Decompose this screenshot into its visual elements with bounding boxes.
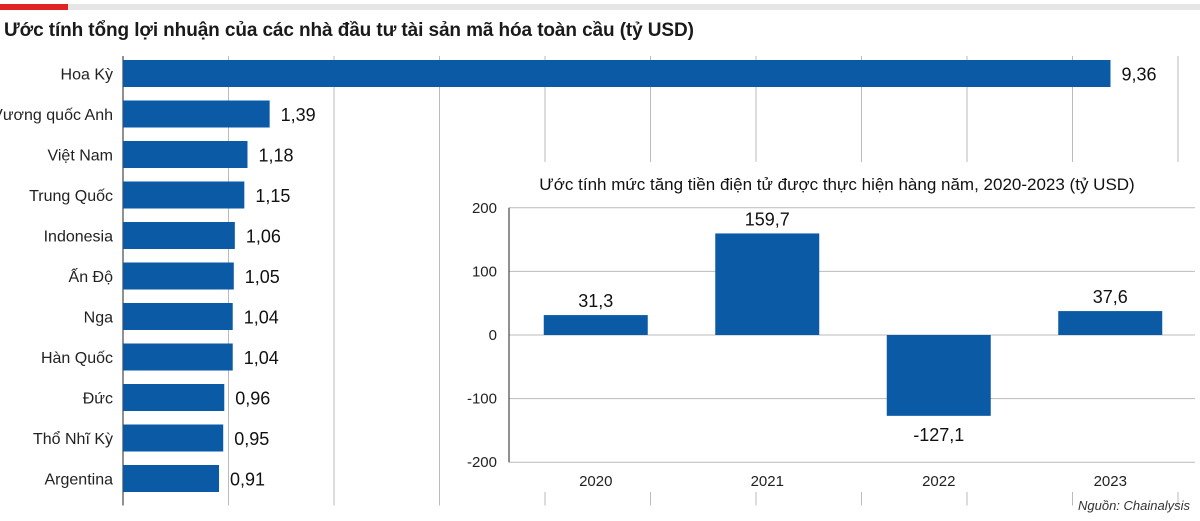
year-bar [1058, 311, 1163, 335]
country-bar [123, 262, 234, 290]
year-value-label: 31,3 [578, 291, 613, 311]
country-label: Hàn Quốc [41, 350, 113, 367]
country-label: Vương quốc Anh [0, 107, 113, 124]
x-tick-label: 2020 [579, 473, 612, 490]
country-label: Nga [84, 310, 113, 327]
country-bar [123, 222, 235, 249]
y-tick-label: -100 [467, 391, 497, 408]
country-bar [123, 303, 233, 330]
country-value-label: 1,04 [244, 308, 279, 328]
country-value-label: 9,36 [1121, 65, 1156, 85]
year-value-label: -127,1 [913, 425, 964, 445]
country-value-label: 1,15 [255, 186, 290, 206]
inset-chart-title: Ước tính mức tăng tiền điện tử được thực… [539, 175, 1134, 194]
y-tick-label: 200 [472, 200, 497, 217]
top-rule [0, 4, 1200, 10]
country-value-label: 0,91 [230, 470, 265, 490]
x-tick-label: 2022 [922, 473, 955, 490]
year-bar [715, 233, 820, 335]
country-value-label: 1,18 [258, 146, 293, 166]
country-bar [123, 424, 224, 452]
country-label: Việt Nam [47, 148, 113, 165]
y-tick-label: 100 [472, 263, 497, 280]
year-value-label: 37,6 [1093, 287, 1128, 307]
country-label: Ấn Độ [69, 267, 114, 286]
country-value-label: 0,96 [235, 389, 270, 409]
country-bar [123, 60, 1111, 87]
country-label: Đức [83, 391, 113, 408]
country-value-label: 1,05 [245, 267, 280, 287]
country-bar [123, 384, 225, 411]
y-tick-label: 0 [489, 327, 497, 344]
country-bar [123, 141, 248, 168]
country-value-label: 0,95 [234, 429, 269, 449]
country-label: Indonesia [44, 229, 113, 246]
country-bar [123, 343, 233, 371]
country-bar [123, 100, 270, 128]
country-label: Argentina [45, 472, 114, 489]
annual-gain-bar-chart: Ước tính mức tăng tiền điện tử được thực… [440, 162, 1200, 492]
chart-title: Ước tính tổng lợi nhuận của các nhà đầu … [4, 20, 694, 41]
year-value-label: 159,7 [745, 209, 790, 229]
country-profit-bar-chart: Hoa Kỳ 9,36 Vương quốc Anh 1,39 Việt Nam 1,18… [0, 56, 1157, 506]
country-label: Thổ Nhĩ Kỳ [33, 430, 113, 448]
x-tick-label: 2023 [1094, 473, 1127, 490]
country-label: Hoa Kỳ [61, 67, 113, 84]
top-accent-bar [0, 4, 68, 10]
country-label: Trung Quốc [29, 188, 113, 205]
country-value-label: 1,04 [244, 348, 279, 368]
country-bar [123, 181, 245, 209]
year-bar [886, 335, 991, 416]
year-bar [543, 315, 648, 335]
source-note: Nguồn: Chainalysis [1077, 498, 1190, 513]
country-bar [123, 465, 220, 492]
country-value-label: 1,06 [246, 227, 281, 247]
y-tick-label: -200 [467, 454, 497, 471]
country-value-label: 1,39 [281, 105, 316, 125]
x-tick-label: 2021 [751, 473, 784, 490]
